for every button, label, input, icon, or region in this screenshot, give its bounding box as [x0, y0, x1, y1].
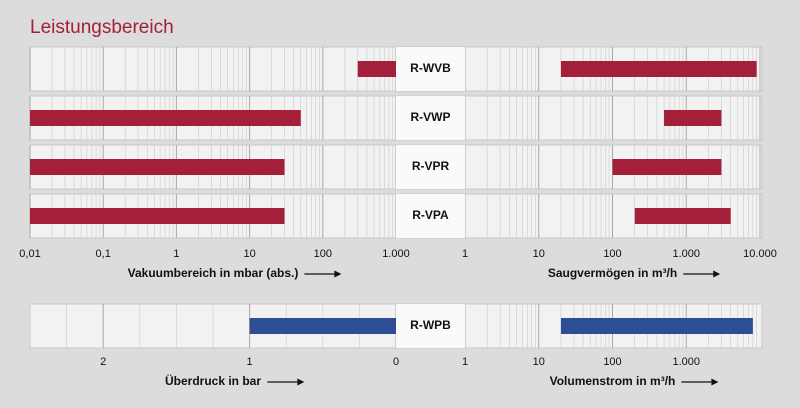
x-tick-label: 1 — [462, 248, 468, 260]
x-tick-label: 0,1 — [96, 248, 111, 260]
x-tick-label: 100 — [314, 248, 332, 260]
x-tick-label: 0,01 — [19, 248, 40, 260]
row-label: R-VPR — [412, 159, 450, 173]
label-box — [396, 47, 465, 91]
label-box — [396, 304, 465, 348]
axis-label: Saugvermögen in m³/h — [548, 266, 677, 280]
axis-arrow-head — [713, 270, 721, 278]
label-box — [396, 96, 465, 140]
row-label: R-WPB — [410, 318, 451, 332]
axis-label: Vakuumbereich in mbar (abs.) — [128, 266, 299, 280]
x-tick-label: 1.000 — [672, 356, 700, 368]
row-label: R-VWP — [411, 110, 451, 124]
x-tick-label: 1.000 — [672, 248, 700, 260]
x-tick-label: 1 — [173, 248, 179, 260]
range-bar — [30, 159, 285, 175]
range-bar — [664, 110, 722, 126]
range-bar — [30, 110, 301, 126]
x-tick-label: 100 — [603, 248, 621, 260]
axis-label: Volumenstrom in m³/h — [550, 374, 676, 388]
range-bar — [560, 61, 757, 77]
x-tick-label: 1 — [462, 356, 468, 368]
range-bar — [249, 318, 396, 334]
row-label: R-WVB — [410, 61, 451, 75]
axis-arrow-head — [334, 270, 342, 278]
axis-arrow-head — [711, 378, 719, 386]
x-tick-label: 2 — [100, 356, 106, 368]
x-tick-label: 10.000 — [743, 248, 777, 260]
range-bar — [612, 159, 722, 175]
x-tick-label: 1 — [247, 356, 253, 368]
chart-title: Leistungsbereich — [30, 17, 174, 38]
axis-arrow-head — [297, 378, 305, 386]
range-bar — [634, 208, 731, 224]
x-tick-label: 1.000 — [382, 248, 410, 260]
label-box — [396, 194, 465, 238]
axis-label: Überdruck in bar — [165, 373, 261, 388]
label-box — [396, 145, 465, 189]
x-tick-label: 10 — [533, 248, 545, 260]
row-label: R-VPA — [412, 208, 449, 222]
x-tick-label: 100 — [603, 356, 621, 368]
range-bar — [30, 208, 285, 224]
range-bar — [357, 61, 396, 77]
x-tick-label: 10 — [533, 356, 545, 368]
x-tick-label: 0 — [393, 356, 399, 368]
x-tick-label: 10 — [243, 248, 255, 260]
range-bar — [560, 318, 753, 334]
